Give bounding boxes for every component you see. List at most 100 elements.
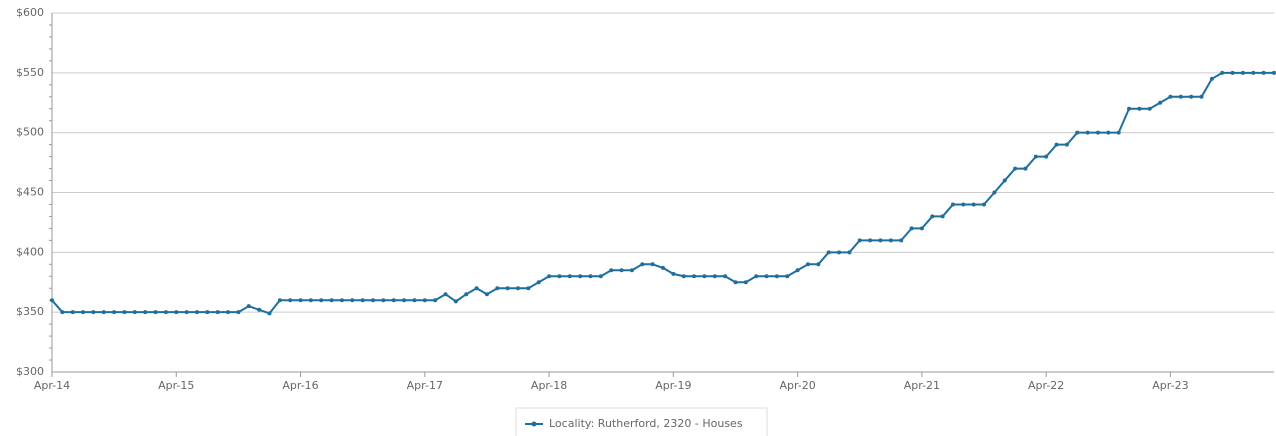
data-point xyxy=(122,310,127,315)
data-point xyxy=(661,265,665,270)
data-point xyxy=(360,298,365,303)
data-point xyxy=(132,310,137,315)
data-point xyxy=(950,202,955,207)
data-point xyxy=(1189,94,1194,99)
x-tick-label: Apr-18 xyxy=(531,379,567,392)
series-line xyxy=(51,71,1274,315)
x-tick-label: Apr-16 xyxy=(282,379,318,392)
data-point xyxy=(1085,130,1090,135)
y-tick-label: $300 xyxy=(16,365,44,378)
data-point xyxy=(1209,76,1214,81)
data-point xyxy=(236,310,241,315)
data-point xyxy=(288,298,293,303)
data-point xyxy=(412,298,417,303)
x-tick-label: Apr-22 xyxy=(1028,379,1064,392)
data-point xyxy=(681,274,686,279)
data-point xyxy=(526,286,531,291)
data-point xyxy=(774,274,779,279)
data-point xyxy=(940,214,945,219)
data-point xyxy=(971,202,976,207)
data-point xyxy=(930,214,935,219)
data-point xyxy=(629,268,634,273)
data-point xyxy=(982,202,987,207)
data-point xyxy=(1168,94,1173,99)
data-point xyxy=(1220,70,1225,75)
data-point xyxy=(1199,94,1204,99)
x-tick-label: Apr-23 xyxy=(1152,379,1188,392)
data-point xyxy=(878,238,883,243)
data-point xyxy=(474,286,479,291)
data-point xyxy=(443,292,448,297)
data-point xyxy=(402,298,407,303)
legend-label: Locality: Rutherford, 2320 - Houses xyxy=(549,417,743,430)
data-point xyxy=(112,310,117,315)
x-tick-label: Apr-17 xyxy=(407,379,443,392)
data-point xyxy=(298,298,303,303)
data-point xyxy=(712,274,717,279)
data-point xyxy=(505,286,510,291)
data-point xyxy=(1251,70,1256,75)
data-point xyxy=(153,310,158,315)
data-point xyxy=(319,298,324,303)
data-point xyxy=(1230,70,1235,75)
data-point xyxy=(143,310,148,315)
data-point xyxy=(194,310,199,315)
x-tick-label: Apr-19 xyxy=(655,379,691,392)
data-point xyxy=(60,310,65,315)
data-point xyxy=(640,262,645,267)
y-tick-label: $600 xyxy=(16,6,44,19)
data-point xyxy=(50,298,54,303)
data-point xyxy=(609,268,614,273)
data-point xyxy=(919,226,924,231)
x-tick-label: Apr-14 xyxy=(34,379,70,392)
data-point xyxy=(1075,130,1080,135)
data-point xyxy=(868,238,873,243)
data-point xyxy=(484,292,489,297)
data-point xyxy=(588,274,593,279)
data-point xyxy=(795,268,800,273)
data-point xyxy=(371,298,376,303)
data-point xyxy=(536,280,541,285)
data-point xyxy=(1158,100,1163,105)
data-point xyxy=(81,310,86,315)
data-point xyxy=(826,250,831,255)
y-tick-label: $400 xyxy=(16,245,44,258)
data-point xyxy=(961,202,966,207)
data-point xyxy=(329,298,334,303)
data-point xyxy=(1106,130,1111,135)
data-point xyxy=(339,298,344,303)
data-point xyxy=(433,298,438,303)
data-point xyxy=(308,298,313,303)
data-point xyxy=(567,274,572,279)
data-point xyxy=(267,311,272,316)
legend-box xyxy=(515,407,768,436)
data-point xyxy=(1064,142,1069,147)
data-point xyxy=(547,274,552,279)
data-point xyxy=(1178,94,1183,99)
data-point xyxy=(785,274,790,279)
data-point xyxy=(495,286,500,291)
data-point xyxy=(516,286,521,291)
data-point xyxy=(1240,70,1245,75)
y-tick-label: $350 xyxy=(16,305,44,318)
data-point xyxy=(733,280,738,285)
data-point xyxy=(650,262,655,267)
data-point xyxy=(837,250,842,255)
data-point xyxy=(1095,130,1100,135)
data-point xyxy=(671,271,676,276)
data-point xyxy=(101,310,106,315)
data-point xyxy=(184,310,189,315)
data-point xyxy=(598,274,603,279)
data-point xyxy=(257,307,262,312)
data-point xyxy=(1147,106,1152,111)
y-tick-label: $550 xyxy=(16,66,44,79)
data-point xyxy=(1013,166,1018,171)
data-point xyxy=(619,268,624,273)
data-point xyxy=(1044,154,1049,159)
data-point xyxy=(277,298,282,303)
data-point xyxy=(847,250,852,255)
data-point xyxy=(888,238,893,243)
data-point xyxy=(692,274,697,279)
data-point xyxy=(226,310,231,315)
